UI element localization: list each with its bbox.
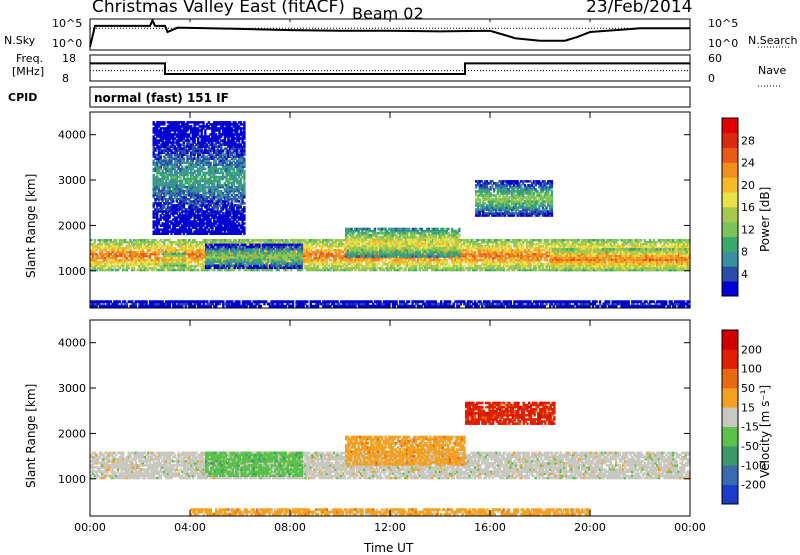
power-cell	[640, 239, 642, 242]
power-cell	[547, 239, 549, 242]
power-cell	[183, 253, 185, 255]
freq-series	[90, 63, 690, 74]
power-feature-2	[205, 244, 303, 269]
noise-series-0	[90, 21, 690, 47]
power-cell	[617, 239, 619, 242]
power-cell	[510, 245, 512, 248]
freq-panel-frame	[90, 55, 690, 81]
noise-panel-frame	[90, 19, 690, 50]
power-cell	[301, 244, 303, 247]
power-cell	[197, 269, 199, 272]
power-feature-3	[345, 228, 461, 258]
power-feature-1	[163, 253, 186, 267]
power-cell	[183, 264, 185, 266]
power-cell	[258, 244, 260, 247]
power-cell	[115, 239, 117, 242]
power-cell	[94, 239, 96, 242]
power-cell	[540, 239, 542, 242]
power-cell	[301, 258, 303, 261]
power-data-layer	[90, 121, 691, 307]
